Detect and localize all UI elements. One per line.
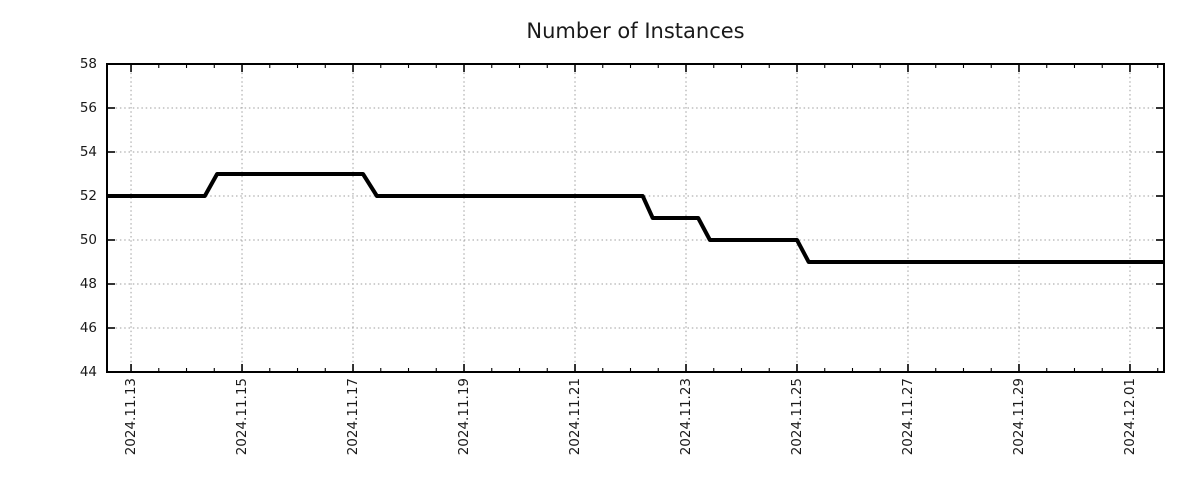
x-tick-label: 2024.11.15 — [234, 378, 250, 455]
chart-title: Number of Instances — [526, 19, 744, 43]
x-tick-label: 2024.11.17 — [345, 378, 361, 455]
x-tick-label: 2024.11.23 — [678, 378, 694, 455]
y-tick-label: 56 — [80, 100, 97, 116]
y-tick-label: 44 — [80, 364, 97, 380]
x-tick-label: 2024.11.29 — [1011, 378, 1027, 455]
x-tick-label: 2024.11.25 — [789, 378, 805, 455]
x-tick-label: 2024.11.13 — [123, 378, 139, 455]
y-tick-label: 50 — [80, 232, 97, 248]
y-tick-label: 46 — [80, 320, 97, 336]
y-tick-label: 58 — [80, 56, 97, 72]
y-tick-label: 48 — [80, 276, 97, 292]
series-layer — [107, 172, 1164, 264]
grid-layer — [107, 64, 1164, 372]
x-tick-label: 2024.12.01 — [1122, 378, 1138, 455]
y-tick-label: 54 — [80, 144, 97, 160]
plot-border — [106, 63, 1165, 373]
x-tick-label: 2024.11.21 — [567, 378, 583, 455]
label-layer: 2024.11.13 2024.11.15 2024.11.17 2024.11.19… — [80, 56, 1138, 455]
x-tick-label: 2024.11.27 — [900, 378, 916, 455]
series-line-instances — [107, 172, 1164, 264]
x-tick-label: 2024.11.19 — [456, 378, 472, 455]
y-tick-label: 52 — [80, 188, 97, 204]
tick-layer — [107, 63, 1164, 373]
